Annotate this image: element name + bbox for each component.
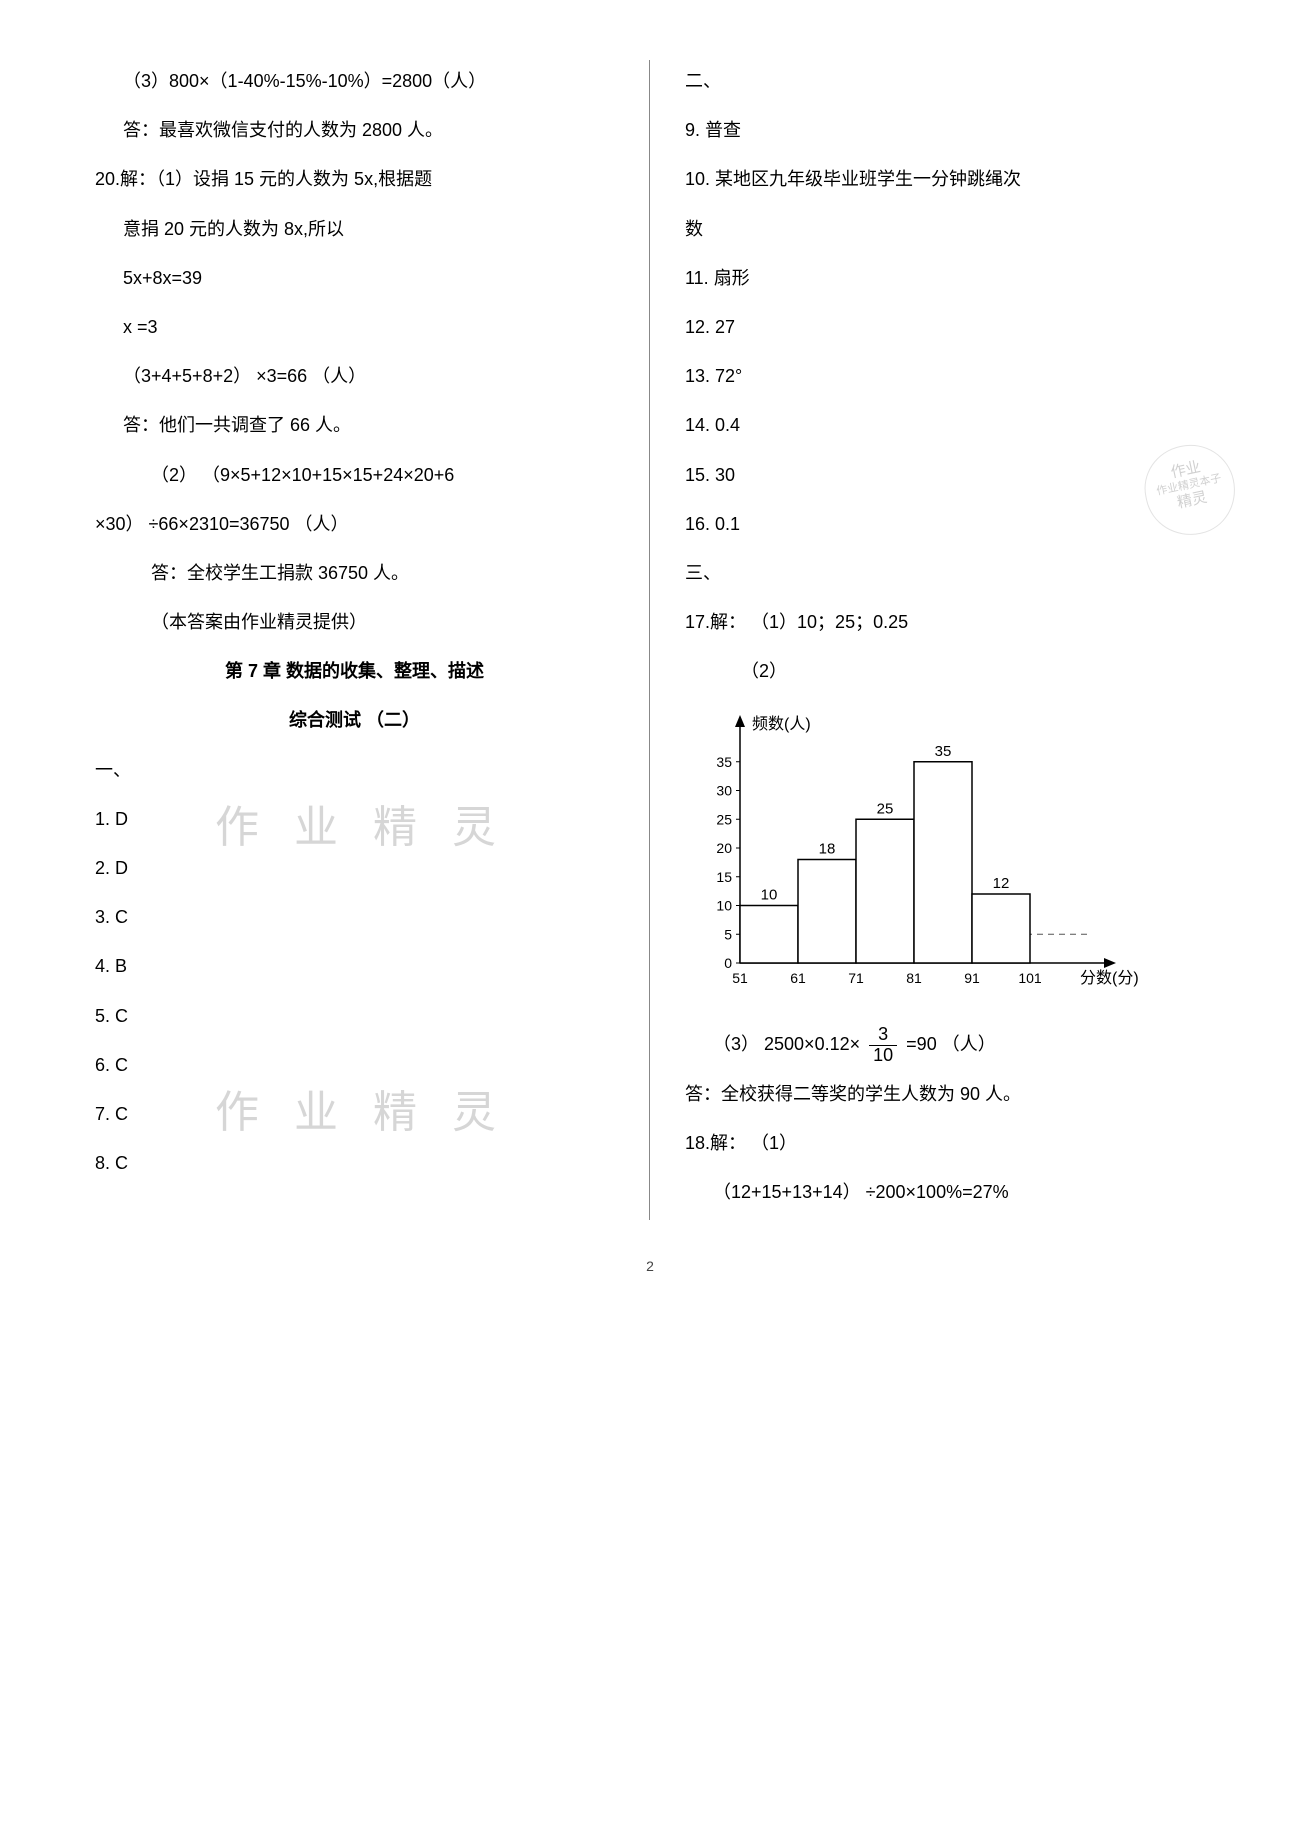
svg-text:12: 12 [993, 875, 1010, 892]
svg-text:25: 25 [877, 801, 894, 818]
section-marker: 一、 [95, 749, 614, 792]
fraction-denominator: 10 [869, 1046, 897, 1066]
answer-line: （2） [685, 650, 1205, 693]
answer-line: 数 [685, 208, 1205, 251]
answer-line: 9. 普查 [685, 109, 1205, 152]
text-line: 意捐 20 元的人数为 8x,所以 [95, 208, 614, 251]
answer-line: 18.解： （1） [685, 1122, 1205, 1165]
svg-text:35: 35 [716, 754, 732, 770]
frequency-bar-chart: 0 5 10 15 20 25 30 35 10 18 25 35 12 51 61 71 81 91 101 频数(… [685, 703, 1205, 1003]
text-line: ×30） ÷66×2310=36750 （人） [95, 503, 614, 546]
answer-line: 1. D [95, 798, 614, 841]
answer-line: 答：全校获得二等奖的学生人数为 90 人。 [685, 1073, 1205, 1116]
answer-line: 11. 扇形 [685, 257, 1205, 300]
svg-text:30: 30 [716, 783, 732, 799]
svg-text:10: 10 [761, 887, 778, 904]
answer-line: 14. 0.4 [685, 404, 1205, 447]
text-span: =90 （人） [906, 1034, 996, 1054]
text-line: 答：最喜欢微信支付的人数为 2800 人。 [95, 109, 614, 152]
svg-text:51: 51 [732, 970, 748, 986]
svg-text:25: 25 [716, 812, 732, 828]
svg-text:0: 0 [724, 955, 732, 971]
section-marker: 二、 [685, 60, 1205, 103]
text-line: 答：他们一共调查了 66 人。 [95, 404, 614, 447]
answer-line: 7. C [95, 1093, 614, 1136]
text-line: （2） （9×5+12×10+15×15+24×20+6 [95, 454, 614, 497]
svg-text:18: 18 [819, 841, 836, 858]
svg-text:分数(分): 分数(分) [1080, 969, 1139, 987]
left-column: （3）800×（1-40%-15%-10%）=2800（人） 答：最喜欢微信支付… [75, 60, 650, 1220]
text-span: （3） 2500×0.12× [713, 1034, 865, 1054]
answer-line: 12. 27 [685, 306, 1205, 349]
svg-text:81: 81 [906, 970, 922, 986]
svg-text:15: 15 [716, 869, 732, 885]
answer-line: 6. C [95, 1044, 614, 1087]
answer-line: 15. 30 [685, 454, 1205, 497]
answer-line: 10. 某地区九年级毕业班学生一分钟跳绳次 [685, 158, 1205, 201]
text-line: 答：全校学生工捐款 36750 人。 [95, 552, 614, 595]
svg-text:71: 71 [848, 970, 864, 986]
text-line: （本答案由作业精灵提供） [95, 601, 614, 644]
answer-line: 17.解： （1）10；25；0.25 [685, 601, 1205, 644]
chapter-heading: 第 7 章 数据的收集、整理、描述 [95, 650, 614, 693]
answer-line: 13. 72° [685, 355, 1205, 398]
text-line: （3+4+5+8+2） ×3=66 （人） [95, 355, 614, 398]
section-marker: 三、 [685, 552, 1205, 595]
answer-line: 2. D [95, 847, 614, 890]
answer-line: 8. C [95, 1142, 614, 1185]
subheading: 综合测试 （二） [95, 699, 614, 742]
text-line: 5x+8x=39 [95, 257, 614, 300]
answer-line: （12+15+13+14） ÷200×100%=27% [685, 1171, 1205, 1214]
svg-text:35: 35 [935, 743, 952, 760]
svg-text:频数(人): 频数(人) [752, 715, 811, 733]
page-container: 作 业 精 灵 作 业 精 灵 （3）800×（1-40%-15%-10%）=2… [75, 60, 1225, 1220]
page-number: 2 [75, 1250, 1225, 1284]
answer-line: 16. 0.1 [685, 503, 1205, 546]
svg-text:5: 5 [724, 927, 732, 943]
answer-line: 5. C [95, 995, 614, 1038]
text-line: （3）800×（1-40%-15%-10%）=2800（人） [95, 60, 614, 103]
svg-text:101: 101 [1018, 970, 1042, 986]
answer-line: （3） 2500×0.12× 3 10 =90 （人） [685, 1023, 1205, 1066]
fraction: 3 10 [869, 1025, 897, 1066]
text-line: 20.解：（1）设捐 15 元的人数为 5x,根据题 [95, 158, 614, 201]
fraction-numerator: 3 [869, 1025, 897, 1046]
answer-line: 3. C [95, 896, 614, 939]
bar-chart-svg: 0 5 10 15 20 25 30 35 10 18 25 35 12 51 61 71 81 91 101 频数(… [685, 703, 1145, 1003]
right-column: 作业 作业精灵本子 精灵 二、 9. 普查 10. 某地区九年级毕业班学生一分钟… [650, 60, 1225, 1220]
svg-text:20: 20 [716, 840, 732, 856]
text-line: x =3 [95, 306, 614, 349]
svg-text:61: 61 [790, 970, 806, 986]
answer-line: 4. B [95, 945, 614, 988]
svg-text:91: 91 [964, 970, 980, 986]
svg-text:10: 10 [716, 898, 732, 914]
